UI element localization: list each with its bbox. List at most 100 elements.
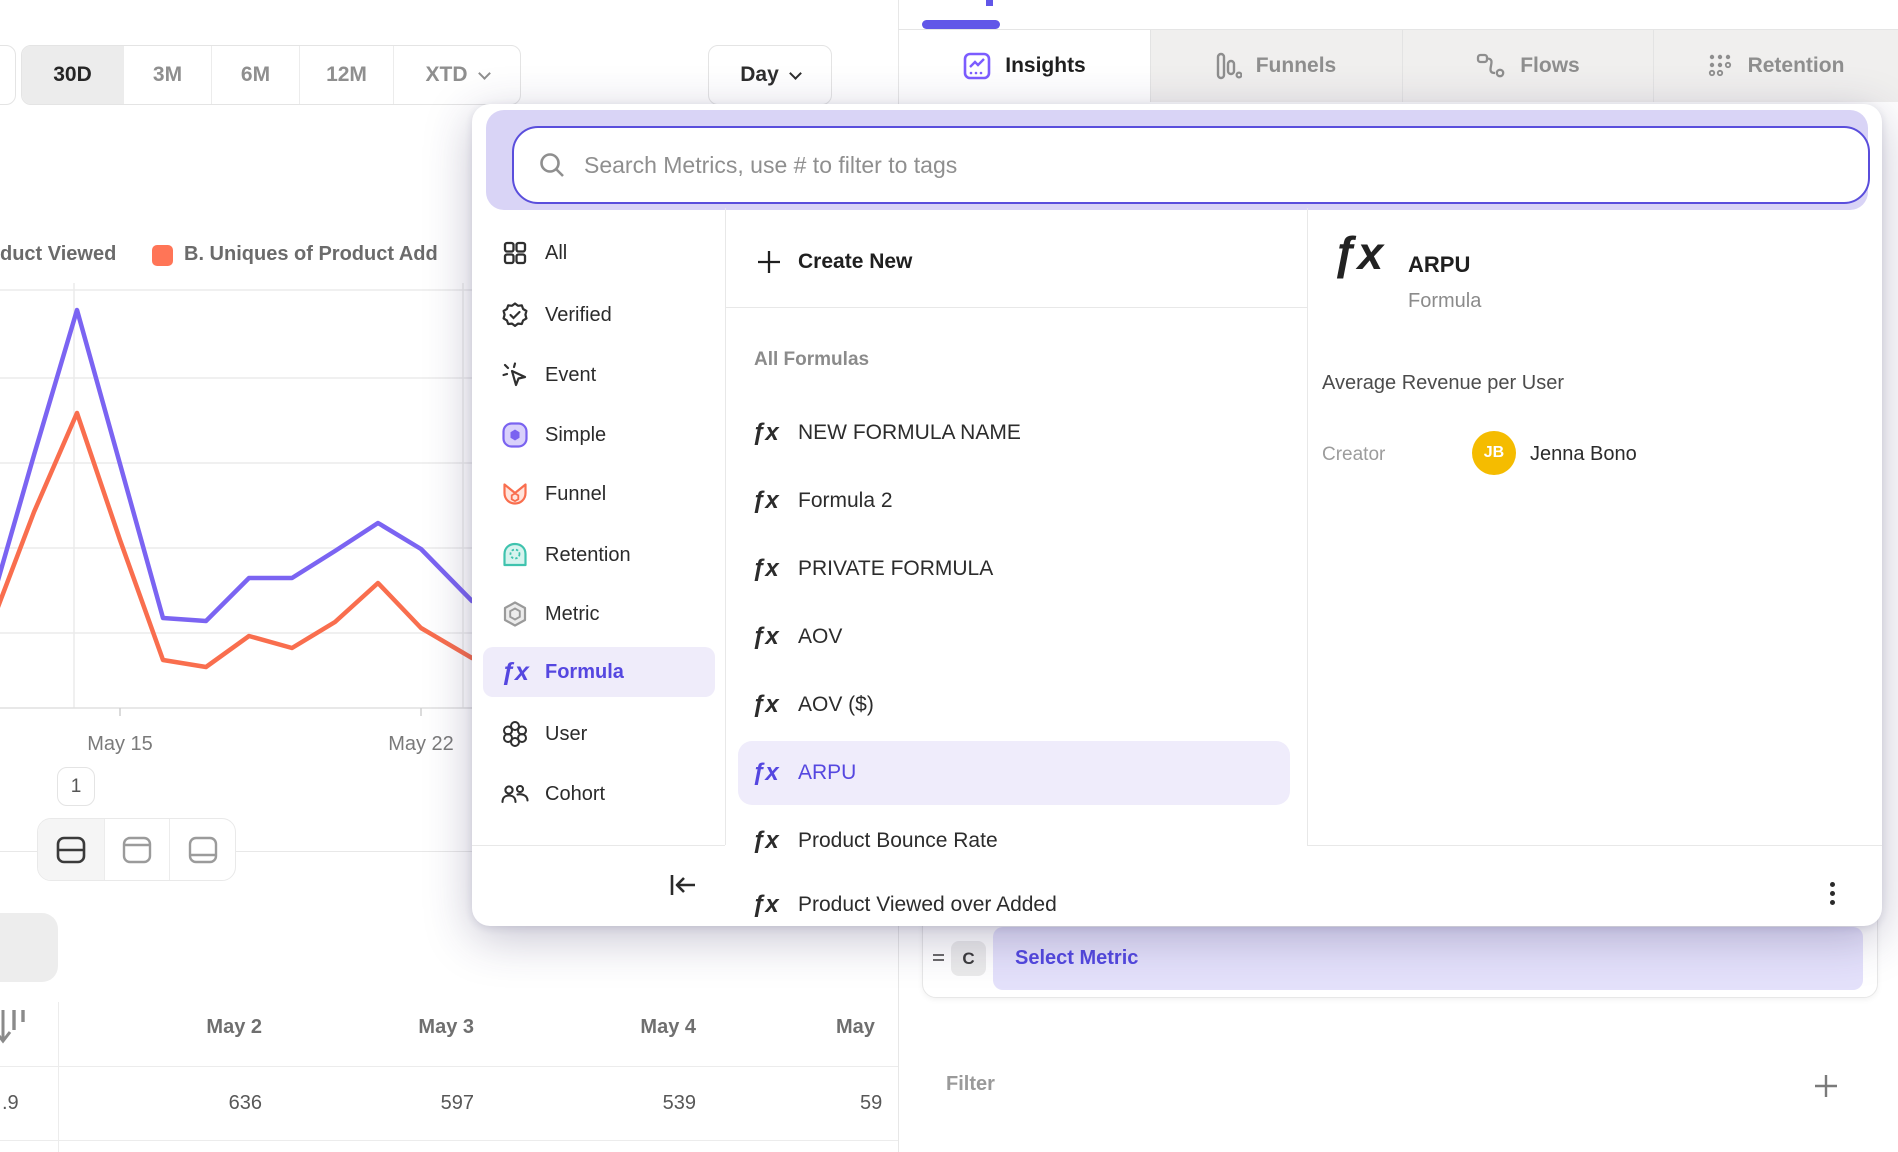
flows-icon — [1477, 53, 1505, 78]
category-formula[interactable]: ƒx Formula — [483, 647, 715, 697]
add-filter-icon[interactable] — [1812, 1072, 1840, 1100]
plus-icon — [758, 251, 780, 273]
category-label: Funnel — [545, 482, 607, 505]
time-range-12m[interactable]: 12M — [299, 46, 393, 104]
formula-fx-icon: ƒx — [501, 657, 529, 686]
edge-tab[interactable] — [0, 913, 58, 982]
dot — [1830, 891, 1835, 896]
fx-icon: ƒx — [752, 691, 779, 718]
layout-table-button[interactable] — [169, 819, 235, 880]
search-icon — [540, 153, 564, 177]
formula-item[interactable]: ƒx Product Viewed over Added — [738, 876, 1290, 934]
create-new-button[interactable]: Create New — [738, 233, 1290, 291]
time-range-30d[interactable]: 30D — [22, 46, 123, 104]
formula-label: Product Bounce Rate — [798, 829, 998, 852]
insights-icon — [963, 52, 991, 80]
detail-title: ARPU — [1408, 252, 1471, 277]
time-range-xtd-dropdown[interactable]: XTD — [393, 46, 520, 104]
category-simple[interactable]: Simple — [483, 410, 715, 460]
time-range-6m[interactable]: 6M — [211, 46, 299, 104]
top-nav-fragment — [986, 0, 993, 6]
category-verified[interactable]: Verified — [483, 290, 715, 340]
event-cursor-icon — [500, 360, 530, 390]
pagination-page-button[interactable]: 1 — [57, 767, 95, 806]
tab-funnels[interactable]: Funnels — [1151, 30, 1401, 102]
select-metric-button[interactable]: Select Metric — [993, 927, 1863, 990]
layout-switcher — [37, 818, 236, 881]
kebab-menu-icon[interactable] — [1824, 876, 1841, 911]
formula-item[interactable]: ƒx PRIVATE FORMULA — [738, 540, 1290, 598]
tab-flows[interactable]: Flows — [1403, 30, 1653, 102]
category-user[interactable]: User — [483, 709, 715, 759]
user-flower-icon — [500, 719, 530, 749]
x-axis-tick-label: May 22 — [388, 733, 454, 755]
report-tabbar: Insights Funnels Flows — [899, 30, 1898, 102]
category-retention[interactable]: Retention — [483, 530, 715, 580]
select-metric-label: Select Metric — [1015, 947, 1139, 969]
formula-label: AOV ($) — [798, 693, 874, 716]
fx-icon: ƒx — [752, 827, 779, 854]
list-divider — [725, 307, 1307, 308]
table-header-cell[interactable]: May 3 — [418, 1016, 474, 1038]
formula-item-selected[interactable]: ƒx ARPU — [738, 741, 1290, 805]
category-label: Event — [545, 363, 597, 386]
table-header-cell[interactable]: May — [836, 1016, 875, 1038]
granularity-button[interactable]: Day — [708, 45, 832, 105]
table-header-divider — [0, 1066, 898, 1067]
legend-item-b[interactable]: B. Uniques of Product Add — [184, 243, 438, 265]
formula-item[interactable]: ƒx AOV — [738, 608, 1290, 666]
category-event[interactable]: Event — [483, 350, 715, 400]
formula-item[interactable]: ƒx NEW FORMULA NAME — [738, 404, 1290, 462]
formula-item[interactable]: ƒx Product Bounce Rate — [738, 812, 1290, 870]
tab-label: Insights — [1005, 54, 1086, 77]
funnel-metric-icon — [500, 479, 530, 509]
retention-metric-icon — [500, 540, 530, 570]
metric-picker-dropdown: All Verified Event — [472, 104, 1882, 926]
tab-divider — [1402, 30, 1403, 102]
category-label: Metric — [545, 602, 600, 625]
table-header-cell[interactable]: May 4 — [640, 1016, 696, 1038]
creator-name: Jenna Bono — [1530, 443, 1637, 465]
dot — [1830, 882, 1835, 887]
line-chart[interactable] — [0, 283, 472, 716]
simple-metric-icon — [500, 420, 530, 450]
creator-label: Creator — [1322, 444, 1386, 465]
fx-icon: ƒx — [752, 891, 779, 918]
detail-footer-divider — [1307, 845, 1882, 846]
category-cohort[interactable]: Cohort — [483, 769, 715, 819]
metric-hexagon-icon — [500, 599, 530, 629]
formula-item[interactable]: ƒx AOV ($) — [738, 676, 1290, 734]
time-range-partial-button[interactable] — [0, 45, 16, 105]
drag-handle-icon[interactable] — [931, 951, 947, 967]
category-label: Formula — [545, 660, 624, 683]
collapse-sidebar-icon[interactable] — [668, 872, 698, 898]
grid-icon — [500, 238, 530, 268]
sort-icon[interactable] — [0, 1006, 32, 1048]
category-label: Retention — [545, 543, 631, 566]
retention-icon — [1708, 54, 1731, 77]
formula-item[interactable]: ƒx Formula 2 — [738, 472, 1290, 530]
xtd-label: XTD — [425, 63, 468, 86]
table-cell: 636 — [228, 1092, 262, 1114]
category-funnel[interactable]: Funnel — [483, 469, 715, 519]
legend-item-a[interactable]: duct Viewed — [0, 243, 117, 265]
table-header-cell[interactable]: May 2 — [206, 1016, 262, 1038]
layout-split-button[interactable] — [38, 819, 104, 880]
category-label: User — [545, 722, 588, 745]
tab-label: Retention — [1747, 54, 1845, 77]
category-metric[interactable]: Metric — [483, 589, 715, 639]
layout-chart-button[interactable] — [103, 819, 170, 880]
category-label: Verified — [545, 303, 612, 326]
tab-insights[interactable]: Insights — [899, 30, 1150, 102]
time-range-3m[interactable]: 3M — [123, 46, 211, 104]
table-cell: 59 — [860, 1092, 883, 1114]
search-input[interactable] — [584, 151, 1784, 179]
category-all[interactable]: All — [483, 228, 715, 278]
chevron-down-icon — [477, 66, 491, 80]
tab-retention[interactable]: Retention — [1654, 30, 1898, 102]
time-range-group: 30D 3M 6M 12M XTD — [21, 45, 521, 105]
table-row-label: .9 — [2, 1092, 19, 1114]
fx-icon: ƒx — [752, 623, 779, 650]
formula-label: Formula 2 — [798, 489, 893, 512]
